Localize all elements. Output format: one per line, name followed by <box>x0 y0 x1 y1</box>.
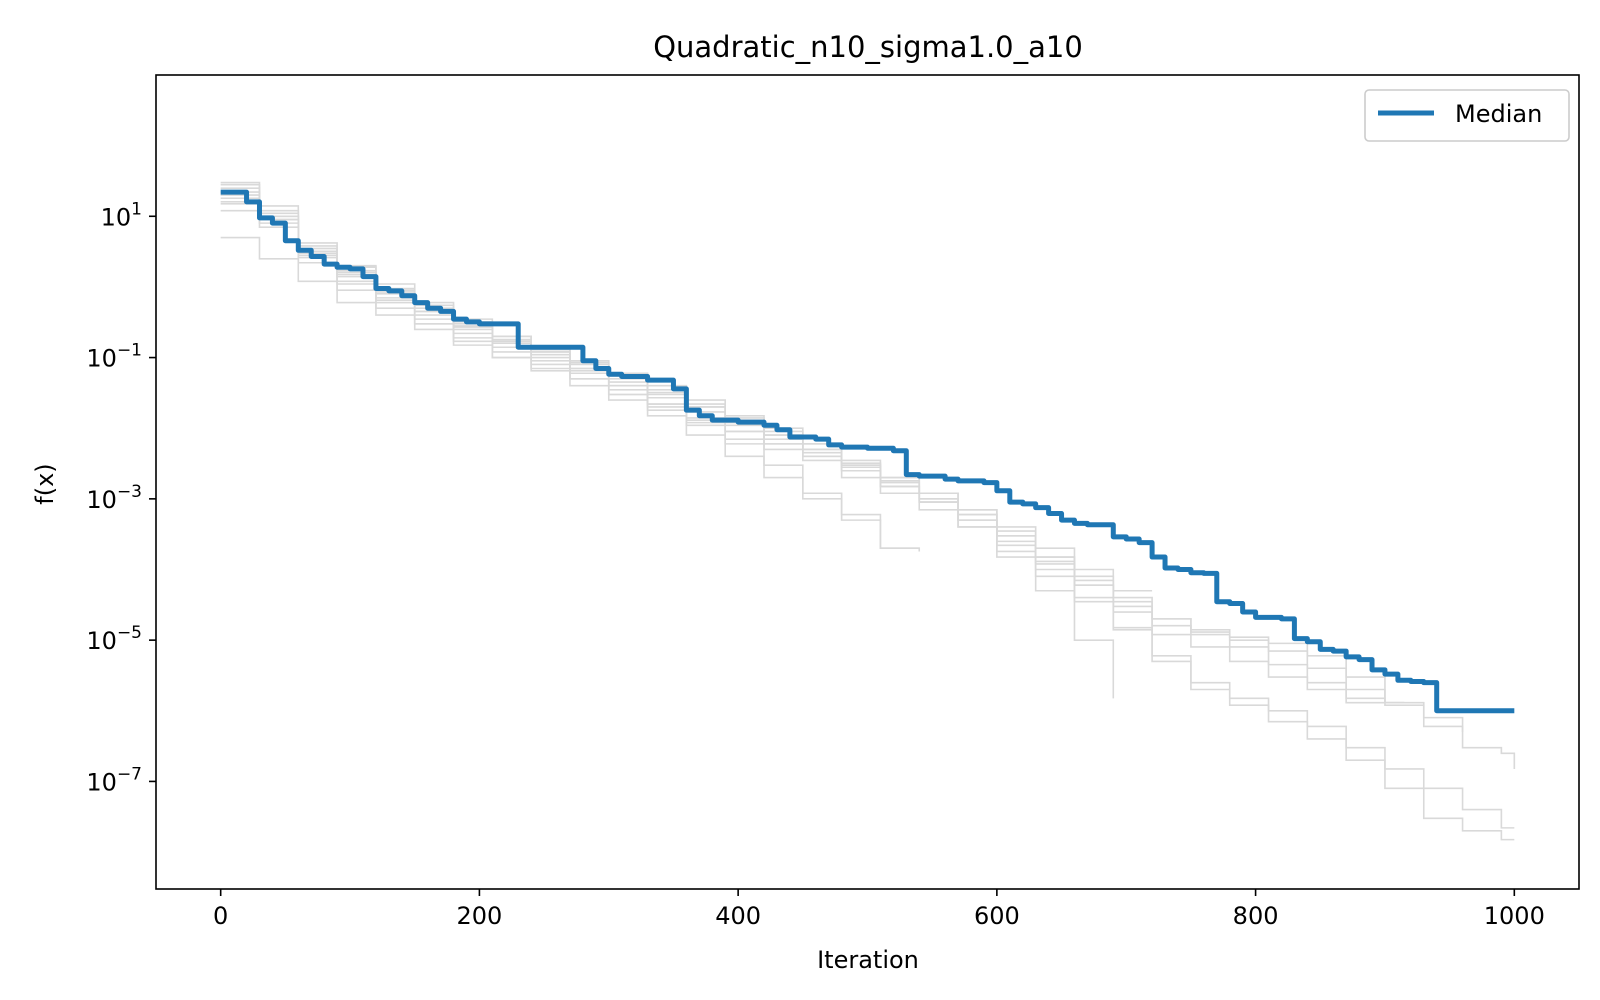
x-axis: 0 200 400 600 800 1000 <box>213 889 1545 930</box>
run-line-9 <box>220 191 920 550</box>
legend-box <box>1364 89 1570 142</box>
legend: Median <box>1364 89 1570 142</box>
x-tick-label: 0 <box>213 902 228 930</box>
x-tick-label: 200 <box>457 902 503 930</box>
y-tick-label: 10−7 <box>86 764 142 796</box>
y-tick-label: 10−5 <box>86 623 142 655</box>
chart-title: Quadratic_n10_sigma1.0_a10 <box>653 30 1083 64</box>
y-tick-label: 101 <box>101 199 142 231</box>
y-tick-label: 10−1 <box>86 341 142 373</box>
x-tick-label: 800 <box>1233 902 1279 930</box>
y-tick-label: 10−3 <box>86 482 142 514</box>
y-axis-title: f(x) <box>31 463 59 504</box>
x-axis-title: Iteration <box>817 946 919 974</box>
median-line <box>220 189 1515 714</box>
x-tick-label: 600 <box>974 902 1020 930</box>
legend-median-label: Median <box>1455 100 1542 128</box>
x-tick-label: 1000 <box>1484 902 1545 930</box>
median-line-layer <box>220 189 1515 714</box>
run-line-8 <box>220 209 1464 733</box>
x-tick-label: 400 <box>715 902 761 930</box>
y-axis: 101 10−1 10−3 10−5 10−7 <box>86 199 156 796</box>
plot-area-frame <box>155 74 1580 890</box>
